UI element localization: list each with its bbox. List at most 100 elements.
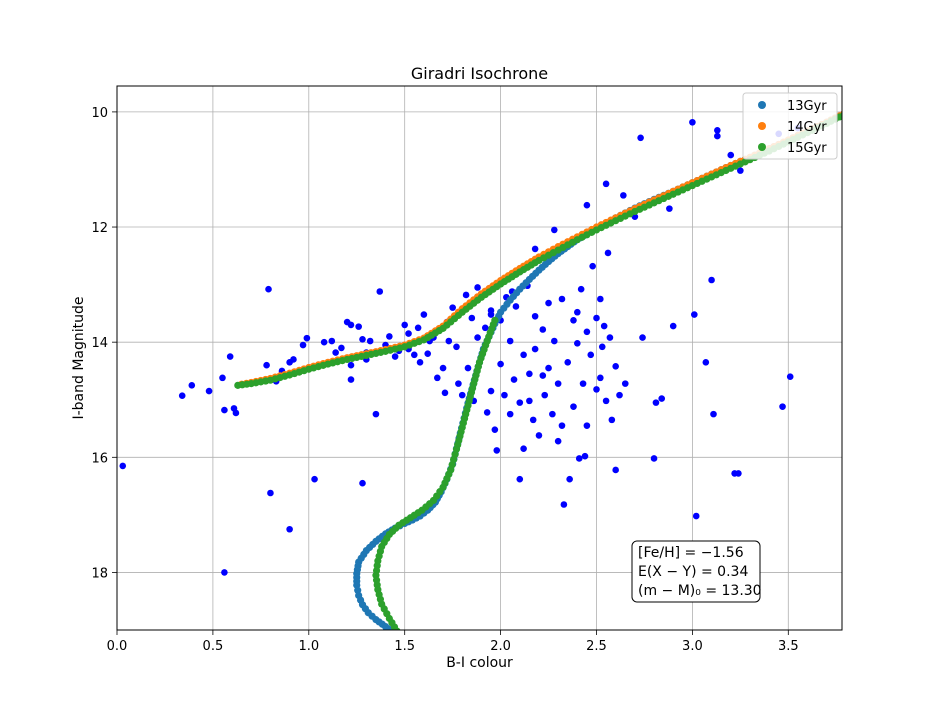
legend-box [742,92,838,160]
observed-star-point [541,391,549,399]
observed-star-point [597,374,604,382]
observed-star-point [566,475,573,483]
observed-star-point [737,167,744,174]
observed-star-point [520,351,527,359]
series-15Gyr [234,111,842,630]
observed-star-point [221,406,228,414]
x-tick-label: 0.5 [203,639,224,654]
isochrone-point [234,381,242,389]
observed-star-point [497,360,504,368]
observed-star-point [574,308,581,316]
observed-star-point [583,422,591,429]
observed-star-point [286,525,293,533]
x-tick-label: 2.0 [490,639,511,654]
observed-star-point [424,350,432,357]
observed-star-point [205,387,213,395]
observed-star-point [516,475,524,483]
observed-star-point [597,295,604,303]
observed-star-point [639,334,646,341]
observed-star-point [386,333,393,340]
observed-star-point [119,462,127,470]
observed-star-point [458,391,466,399]
annotation-line: E(X − Y) = 0.34 [638,564,748,580]
observed-star-point [545,299,552,307]
observed-star-point [414,324,422,332]
x-tick-label: 1.5 [394,639,415,654]
observed-star-point [621,380,629,387]
observed-star-point [510,376,518,383]
observed-star-point [589,262,596,270]
observed-star-point [474,284,481,291]
observed-star-point [401,321,408,329]
isochrone-series [234,110,842,630]
observed-star-point [493,447,501,454]
observed-star-point [575,455,583,462]
observed-star-point [612,363,619,370]
observed-star-point [506,337,514,345]
observed-star-point [727,151,735,159]
observed-star-point [669,322,677,330]
x-tick-label: 3.0 [682,639,703,654]
observed-star-point [526,370,533,378]
observed-star-point [416,359,424,366]
observed-star-point [710,410,717,418]
observed-star-point [449,304,456,311]
observed-star-point [359,335,366,343]
observed-star-point [637,134,644,142]
observed-star-point [620,192,627,199]
observed-star-point [474,334,481,341]
observed-star-point [501,391,508,399]
annotation-line: [Fe/H] = −1.56 [638,545,744,561]
observed-star-point [612,466,619,474]
observed-stars [119,118,802,576]
observed-star-point [539,326,547,333]
observed-star-point [545,364,552,372]
observed-star-point [219,374,226,382]
observed-star-point [714,132,721,140]
x-tick-label: 1.0 [298,639,319,654]
observed-star-point [263,361,270,369]
x-tick-label: 2.5 [586,639,607,654]
observed-star-point [320,338,328,346]
observed-star-point [366,337,374,345]
observed-star-point [372,410,380,418]
observed-star-point [558,295,566,303]
x-tick-label: 0.0 [107,639,128,654]
observed-star-point [311,475,318,483]
y-tick-label: 16 [91,451,108,466]
observed-star-point [606,334,614,341]
observed-star-point [529,416,537,424]
observed-star-point [708,276,715,284]
legend-label: 14Gyr [787,120,827,135]
chart-title: Giradri Isochrone [411,64,548,83]
observed-star-point [560,501,568,508]
observed-star-point [666,205,673,212]
x-tick-label: 3.5 [778,639,799,654]
observed-star-point [652,399,660,406]
observed-star-point [232,409,240,417]
observed-star-point [531,245,539,253]
observed-star-point [491,426,499,433]
observed-star-point [581,452,589,460]
observed-star-point [593,386,600,393]
observed-star-point [570,316,577,324]
observed-star-point [299,341,307,349]
observed-star-point [464,364,472,372]
observed-star-point [608,416,616,424]
annotation-line: (m − M)₀ = 13.30 [638,583,762,599]
parameter-annotation: [Fe/H] = −1.56 E(X − Y) = 0.34 (m − M)₀ = … [631,540,762,603]
observed-star-point [178,392,186,400]
observed-star-point [391,353,399,360]
observed-star-point [468,314,476,322]
observed-star-point [570,403,577,410]
observed-star-point [434,374,441,382]
plot-frame [116,85,843,631]
observed-star-point [347,321,355,329]
observed-star-point [551,337,558,345]
isochrone-point [393,627,401,630]
observed-star-point [355,323,362,330]
observed-star-point [616,391,623,399]
y-axis-label: I-band Magnitude [71,296,87,419]
series-13Gyr [353,110,842,630]
